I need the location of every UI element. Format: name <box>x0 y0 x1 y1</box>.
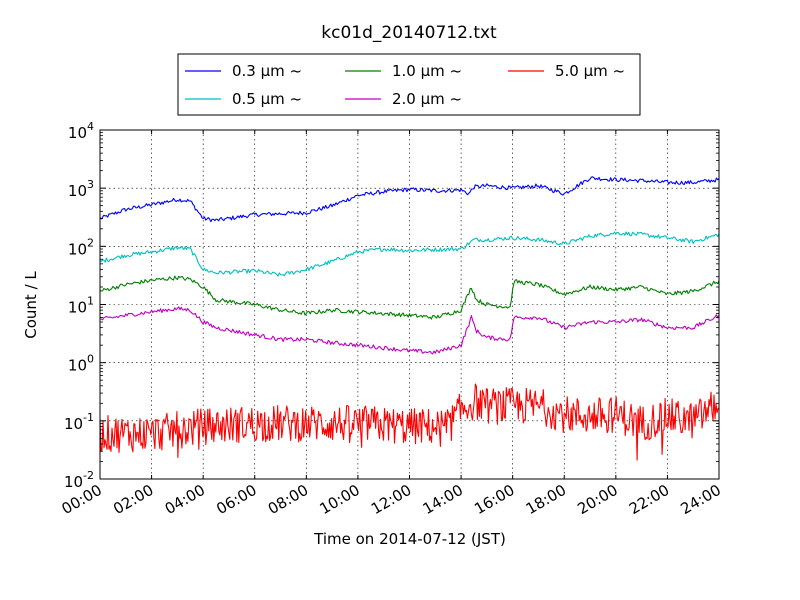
legend-label: 1.0 μm ~ <box>392 62 462 80</box>
y-tick-label: 104 <box>68 120 94 142</box>
y-axis-label: Count / L <box>22 271 40 339</box>
y-tick-label: 10-1 <box>64 411 94 433</box>
y-tick-label: 102 <box>68 236 94 258</box>
chart-title: kc01d_20140712.txt <box>321 23 497 43</box>
x-axis-label: Time on 2014-07-12 (JST) <box>313 530 506 548</box>
series-line <box>100 231 719 277</box>
legend: 0.3 μm ~ 0.5 μm ~ 1.0 μm ~ 2.0 μm ~ 5.0 μm ~ <box>177 53 641 116</box>
series-layer <box>100 176 719 461</box>
y-tick-label: 103 <box>68 178 94 200</box>
axis-ticks <box>99 129 720 480</box>
legend-frame <box>177 53 641 116</box>
series-line <box>100 383 719 461</box>
y-tick-labels: 10-2 10-1 100 101 102 103 104 <box>64 120 94 491</box>
y-tick-label: 10-2 <box>64 469 94 491</box>
y-tick-label: 101 <box>68 295 94 317</box>
legend-label: 2.0 μm ~ <box>392 90 462 108</box>
series-line <box>100 275 719 320</box>
series-line <box>100 176 719 223</box>
legend-label: 0.3 μm ~ <box>232 62 302 80</box>
legend-label: 0.5 μm ~ <box>232 90 302 108</box>
y-tick-label: 100 <box>68 353 94 375</box>
legend-label: 5.0 μm ~ <box>555 62 625 80</box>
series-line <box>100 306 719 355</box>
